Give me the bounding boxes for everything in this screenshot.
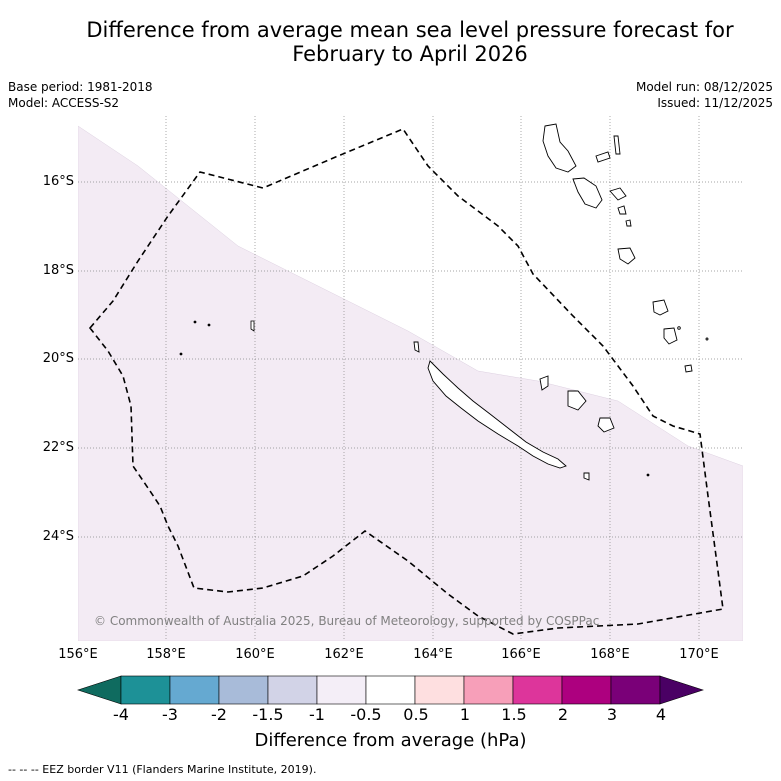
copyright-notice: © Commonwealth of Australia 2025, Bureau… bbox=[94, 614, 600, 628]
ambae bbox=[595, 151, 611, 163]
ouvea bbox=[539, 375, 549, 391]
lat-label-24s: 24°S bbox=[42, 529, 74, 544]
lon-label-168e: 168°E bbox=[590, 647, 630, 662]
lat-label-22s: 22°S bbox=[42, 440, 74, 455]
shepherd-islands bbox=[625, 219, 632, 227]
colorbar-extend-high bbox=[659, 675, 704, 705]
map-frame bbox=[78, 116, 743, 641]
model-text: Model: ACCESS-S2 bbox=[8, 96, 120, 110]
colorbar-label-minus-1: -1 bbox=[309, 705, 325, 724]
grande-terre bbox=[427, 360, 567, 469]
title-line-2: February to April 2026 bbox=[292, 42, 528, 66]
lon-label-158e: 158°E bbox=[146, 647, 186, 662]
colorbar-label-3: 3 bbox=[606, 705, 618, 724]
vanuatu bbox=[542, 123, 709, 373]
hunter-island bbox=[705, 337, 709, 341]
reef-dot-4 bbox=[646, 473, 650, 477]
erromango bbox=[652, 299, 669, 316]
colorbar-segments bbox=[77, 675, 704, 705]
colorbar bbox=[77, 675, 704, 705]
lon-label-170e: 170°E bbox=[679, 647, 719, 662]
colorbar-label-minus-0-5: -0.5 bbox=[350, 705, 382, 724]
eez-footnote: -- -- -- EEZ border V11 (Flanders Marine… bbox=[8, 763, 317, 776]
maewo bbox=[613, 135, 621, 155]
espiritu-santo bbox=[542, 123, 577, 173]
colorbar-title: Difference from average (hPa) bbox=[254, 730, 527, 751]
lon-label-166e: 166°E bbox=[501, 647, 541, 662]
mare bbox=[597, 417, 615, 433]
lon-label-156e: 156°E bbox=[58, 647, 98, 662]
colorbar-segment bbox=[463, 675, 514, 705]
ile-des-pins bbox=[583, 472, 590, 481]
new-caledonia bbox=[413, 341, 615, 481]
colorbar-segment bbox=[610, 675, 661, 705]
futuna-island bbox=[677, 326, 681, 330]
efate bbox=[617, 247, 636, 265]
title-line-1: Difference from average mean sea level p… bbox=[86, 18, 734, 42]
colorbar-label-minus-1-5: -1.5 bbox=[252, 705, 284, 724]
base-period-text: Base period: 1981-2018 bbox=[8, 80, 153, 94]
colorbar-segment bbox=[120, 675, 171, 705]
tanna bbox=[663, 327, 678, 345]
chesterfield-reefs bbox=[179, 320, 650, 477]
colorbar-label-minus-3: -3 bbox=[162, 705, 178, 724]
issued-text: Issued: 11/12/2025 bbox=[657, 96, 773, 110]
model-run-text: Model run: 08/12/2025 bbox=[635, 80, 773, 94]
meta-left: Base period: 1981-2018 Model: ACCESS-S2 bbox=[8, 79, 153, 111]
reef-dot-2 bbox=[207, 323, 211, 327]
pressure-anomaly-region bbox=[78, 125, 743, 641]
meta-right: Model run: 08/12/2025 Issued: 11/12/2025 bbox=[636, 79, 773, 111]
colorbar-segment bbox=[169, 675, 220, 705]
pentecost-ambrym bbox=[609, 187, 627, 201]
colorbar-label-minus-4: -4 bbox=[113, 705, 129, 724]
chesterfield-islet bbox=[250, 320, 255, 332]
colorbar-segment bbox=[561, 675, 612, 705]
lon-label-162e: 162°E bbox=[324, 647, 364, 662]
reef-dot-3 bbox=[179, 352, 183, 356]
colorbar-label-minus-2: -2 bbox=[211, 705, 227, 724]
colorbar-label-1-5: 1.5 bbox=[501, 705, 527, 724]
map-canvas bbox=[78, 116, 743, 641]
lifou bbox=[567, 390, 587, 411]
graticule bbox=[78, 116, 743, 641]
epi bbox=[617, 205, 627, 215]
colorbar-label-1: 1 bbox=[459, 705, 471, 724]
colorbar-segment bbox=[365, 675, 416, 705]
aneityum bbox=[684, 364, 693, 373]
colorbar-segment bbox=[512, 675, 563, 705]
lon-label-164e: 164°E bbox=[413, 647, 453, 662]
colorbar-label-2: 2 bbox=[557, 705, 569, 724]
colorbar-segment bbox=[267, 675, 318, 705]
lon-label-160e: 160°E bbox=[235, 647, 275, 662]
lat-label-20s: 20°S bbox=[42, 351, 74, 366]
reef-dot-1 bbox=[193, 320, 197, 324]
colorbar-extend-low bbox=[77, 675, 122, 705]
belep-islands bbox=[413, 341, 420, 353]
colorbar-label-0-5: 0.5 bbox=[403, 705, 429, 724]
colorbar-segment bbox=[316, 675, 367, 705]
lat-label-18s: 18°S bbox=[42, 263, 74, 278]
lat-label-16s: 16°S bbox=[42, 174, 74, 189]
chart-title: Difference from average mean sea level p… bbox=[0, 18, 781, 66]
colorbar-label-4: 4 bbox=[655, 705, 667, 724]
colorbar-segment bbox=[414, 675, 465, 705]
colorbar-segment bbox=[218, 675, 269, 705]
malakula bbox=[572, 177, 603, 209]
